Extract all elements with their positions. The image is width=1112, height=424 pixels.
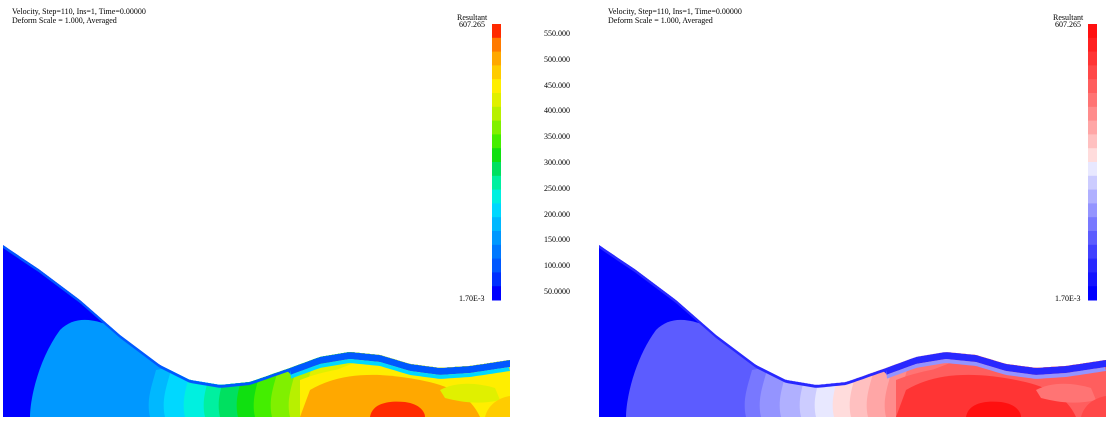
legend-tick-label: 300.000 bbox=[544, 158, 570, 167]
legend-color-swatch bbox=[1088, 231, 1097, 246]
legend-color-swatch bbox=[492, 286, 501, 301]
contour-band bbox=[485, 396, 510, 417]
legend-tick-label: 150.000 bbox=[544, 235, 570, 245]
legend-color-swatch bbox=[492, 65, 501, 80]
contour-band bbox=[626, 319, 756, 417]
legend-color-swatch bbox=[1088, 189, 1097, 204]
legend-color-swatch bbox=[1088, 65, 1097, 80]
result-header-line1: Velocity, Step=110, Ins=1, Time=0.00000 bbox=[12, 7, 146, 16]
legend-color-swatch bbox=[492, 203, 501, 218]
legend-color-swatch bbox=[492, 231, 501, 246]
fluid-domain bbox=[599, 245, 1106, 417]
contour-plot bbox=[599, 24, 1106, 417]
result-header-line2: Deform Scale = 1.000, Averaged bbox=[608, 16, 713, 25]
legend-title: Resultant bbox=[457, 13, 488, 22]
legend-tick-label: 550.000 bbox=[544, 29, 570, 38]
legend-color-swatch bbox=[1088, 217, 1097, 232]
legend-color-swatch bbox=[1088, 244, 1097, 260]
contour-band bbox=[896, 374, 1076, 417]
contour-band bbox=[1081, 396, 1106, 417]
legend-color-swatch bbox=[492, 272, 501, 287]
result-header: Velocity, Step=110, Ins=1, Time=0.00000 … bbox=[12, 7, 146, 25]
contour-band bbox=[966, 401, 1021, 417]
legend-color-swatch bbox=[1088, 51, 1097, 66]
contour-panel-right: Velocity, Step=110, Ins=1, Time=0.00000 … bbox=[544, 0, 1112, 424]
legend-color-swatch bbox=[1088, 272, 1097, 287]
boundary-layer bbox=[290, 359, 510, 379]
contour-band bbox=[300, 374, 480, 417]
legend-max-label: 607.265 bbox=[1055, 20, 1081, 29]
legend-color-swatch bbox=[492, 162, 501, 177]
legend-color-swatch bbox=[1088, 203, 1097, 218]
legend-color-swatch bbox=[492, 244, 501, 260]
legend-color-swatch bbox=[492, 120, 501, 135]
legend-tick-label: 250.000 bbox=[544, 183, 570, 193]
legend-tick-label: 450.000 bbox=[544, 80, 570, 90]
legend-color-swatch bbox=[492, 106, 501, 122]
legend-color-swatch bbox=[492, 51, 501, 66]
legend-color-swatch bbox=[1088, 175, 1097, 191]
legend-min-label: 1.70E-3 bbox=[459, 294, 485, 303]
legend-tick-label: 400.000 bbox=[544, 106, 570, 116]
legend-color-swatch bbox=[492, 258, 501, 273]
contour-band bbox=[370, 401, 425, 417]
legend-color-swatch bbox=[492, 189, 501, 204]
legend-tick-label: 350.000 bbox=[544, 132, 570, 142]
boundary-layer bbox=[886, 359, 1106, 379]
legend-color-swatch bbox=[1088, 134, 1097, 149]
result-header: Velocity, Step=110, Ins=1, Time=0.00000 … bbox=[608, 7, 742, 25]
legend-color-swatch bbox=[492, 148, 501, 163]
result-header-line1: Velocity, Step=110, Ins=1, Time=0.00000 bbox=[608, 7, 742, 16]
legend-tick-label: 50.0000 bbox=[544, 287, 570, 296]
legend-color-swatch bbox=[492, 37, 501, 53]
contour-plot bbox=[3, 24, 510, 417]
legend-color-swatch bbox=[1088, 286, 1097, 301]
legend-color-swatch bbox=[492, 175, 501, 191]
legend-color-swatch bbox=[1088, 120, 1097, 135]
legend-tick-label: 100.000 bbox=[544, 261, 570, 271]
legend-min-label: 1.70E-3 bbox=[1055, 294, 1081, 303]
legend-color-swatch bbox=[1088, 148, 1097, 163]
legend-color-swatch bbox=[492, 24, 501, 39]
legend-max-label: 607.265 bbox=[459, 20, 485, 29]
boundary-layer bbox=[599, 245, 1106, 388]
legend-color-swatch bbox=[1088, 258, 1097, 273]
legend-color-swatch bbox=[492, 93, 501, 108]
legend-color-swatch bbox=[1088, 79, 1097, 94]
boundary-layer bbox=[3, 245, 510, 388]
legend-color-swatch bbox=[1088, 106, 1097, 122]
contour-panel-left: Velocity, Step=110, Ins=1, Time=0.00000 … bbox=[0, 0, 516, 424]
fluid-domain bbox=[3, 245, 510, 417]
contour-band bbox=[1036, 383, 1096, 403]
legend-color-swatch bbox=[1088, 162, 1097, 177]
legend-color-swatch bbox=[1088, 93, 1097, 108]
legend-title: Resultant bbox=[1053, 13, 1084, 22]
legend-color-swatch bbox=[492, 134, 501, 149]
legend-color-swatch bbox=[492, 217, 501, 232]
legend-tick-label: 200.000 bbox=[544, 209, 570, 219]
legend-tick-label: 500.000 bbox=[544, 54, 570, 64]
contour-band bbox=[440, 383, 500, 403]
legend-color-swatch bbox=[1088, 37, 1097, 53]
result-header-line2: Deform Scale = 1.000, Averaged bbox=[12, 16, 117, 25]
contour-band bbox=[30, 319, 160, 417]
legend-color-swatch bbox=[1088, 24, 1097, 39]
legend-color-swatch bbox=[492, 79, 501, 94]
